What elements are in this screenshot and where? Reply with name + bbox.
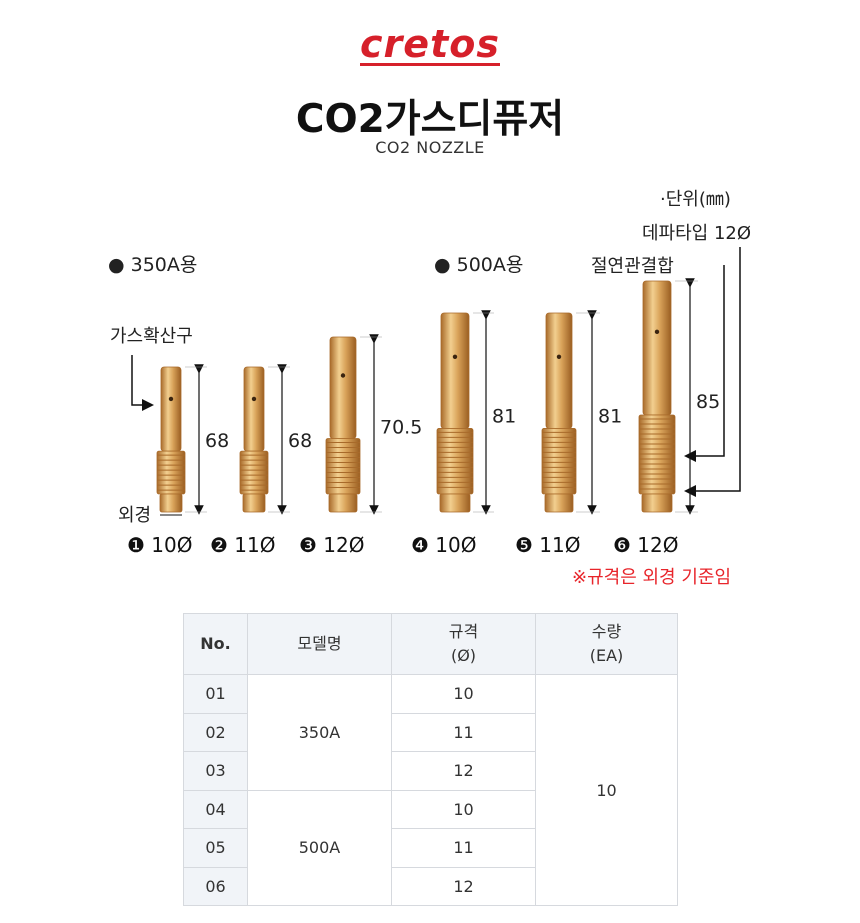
table-row: 03 12 [183, 751, 678, 791]
callout-insul-label: 절연관결합 [591, 256, 674, 277]
insul-callout-leader [684, 265, 725, 462]
logo-underline [360, 63, 500, 66]
header-no: No. [183, 613, 248, 675]
model-cell: 350A [247, 674, 392, 791]
length-label: 85 [696, 391, 720, 413]
nozzle-spec-label: ❻ 12Ø [613, 533, 678, 557]
length-label: 81 [492, 405, 516, 427]
tap-callout-leader [684, 247, 741, 497]
nozzle-tube [642, 280, 672, 416]
nozzle-illustration: 68 ❶ 10Ø 68 ❷ 11Ø 70.5 ❸ 12Ø 81 ❹ 10Ø 81 ❺ 11Ø 85 ❻… [108, 189, 751, 588]
spec-cell: 12 [391, 866, 536, 906]
row-no: 03 [183, 751, 248, 791]
nozzle-tube [329, 336, 357, 439]
spec-note: ※규격은 외경 기준임 [572, 567, 731, 588]
product-figure: 68 ❶ 10Ø 68 ❷ 11Ø 70.5 ❸ 12Ø 81 ❹ 10Ø 81 ❺ 11Ø 85 ❻… [0, 175, 860, 595]
gas-hole [452, 354, 458, 359]
nozzle-thread [541, 428, 577, 495]
nozzle-spec-label: ❷ 11Ø [210, 533, 275, 557]
nozzle-spec-label: ❸ 12Ø [299, 533, 364, 557]
spec-cell: 11 [391, 712, 536, 752]
row-no: 04 [183, 789, 248, 829]
group-500-label: ● 500A용 [434, 254, 523, 276]
length-label: 68 [288, 430, 312, 452]
nozzle-spec-label: ❺ 11Ø [515, 533, 580, 557]
nozzle-spec-label: ❹ 10Ø [411, 533, 476, 557]
callout-tap-label: 데파타입 12Ø [642, 223, 751, 244]
table-row: 02 11 [183, 712, 678, 752]
nozzle-tube [440, 312, 470, 429]
row-no: 02 [183, 712, 248, 752]
table-row: 05 11 [183, 828, 678, 868]
gas-hole [654, 329, 660, 335]
header-model: 모델명 [247, 613, 392, 675]
spec-cell: 10 [391, 789, 536, 829]
nozzle-tube [243, 366, 265, 452]
nozzle-thread [436, 428, 474, 495]
nozzle-base [544, 493, 574, 513]
nozzle-thread [638, 414, 676, 495]
table-row: 01 350A 10 10 [183, 674, 678, 906]
row-no: 05 [183, 828, 248, 868]
header-qty-unit: (EA) [589, 646, 624, 665]
nozzle-base [159, 493, 183, 513]
row-no: 01 [183, 674, 248, 714]
spec-cell: 11 [391, 828, 536, 868]
table-header-row: No. 모델명 규격 (Ø) 수량 (EA) [183, 613, 678, 675]
quantity-cell: 10 [535, 674, 678, 906]
nozzle-base [439, 493, 471, 513]
nozzle-tube [545, 312, 573, 429]
header-spec-unit: (Ø) [450, 646, 477, 665]
header-qty-label: 수량 [591, 622, 622, 641]
nozzle-base [242, 493, 266, 513]
callout-outer-label: 외경 [118, 505, 151, 526]
unit-label: ·단위(㎜) [660, 189, 731, 210]
length-label: 81 [598, 405, 622, 427]
gas-hole [556, 354, 562, 359]
nozzle-thread [325, 438, 361, 495]
nozzle-base [641, 493, 673, 513]
page-title: CO2가스디퓨저 [295, 97, 565, 142]
row-no: 06 [183, 866, 248, 906]
callout-gas-label: 가스확산구 [110, 326, 193, 347]
nozzle-thread [239, 450, 269, 495]
nozzle-spec-label: ❶ 10Ø [127, 533, 192, 557]
header-spec: 규격 (Ø) [391, 613, 536, 675]
gas-callout-leader [131, 355, 154, 411]
brand-logo: cretos [360, 22, 500, 66]
nozzle-base [328, 493, 358, 513]
length-label: 70.5 [380, 416, 422, 438]
nozzle-tube [160, 366, 182, 452]
nozzle-group: 68 ❶ 10Ø 68 ❷ 11Ø 70.5 ❸ 12Ø 81 ❹ 10Ø 81 ❺ 11Ø 85 ❻… [127, 278, 720, 557]
page-subtitle: CO2 NOZZLE [375, 138, 485, 157]
header-qty: 수량 (EA) [535, 613, 678, 675]
spec-cell: 10 [391, 674, 536, 714]
length-label: 68 [205, 430, 229, 452]
gas-hole [251, 396, 257, 402]
gas-hole [168, 396, 174, 402]
spec-table: No. 모델명 규격 (Ø) 수량 (EA) 01 350A 10 10 02 … [183, 613, 678, 906]
group-350-label: ● 350A용 [108, 254, 197, 276]
nozzle-thread [156, 450, 186, 495]
gas-hole [340, 373, 346, 378]
header-spec-label: 규격 [448, 622, 479, 641]
spec-cell: 12 [391, 751, 536, 791]
model-cell: 500A [247, 789, 392, 906]
table-row: 06 12 [183, 866, 678, 906]
